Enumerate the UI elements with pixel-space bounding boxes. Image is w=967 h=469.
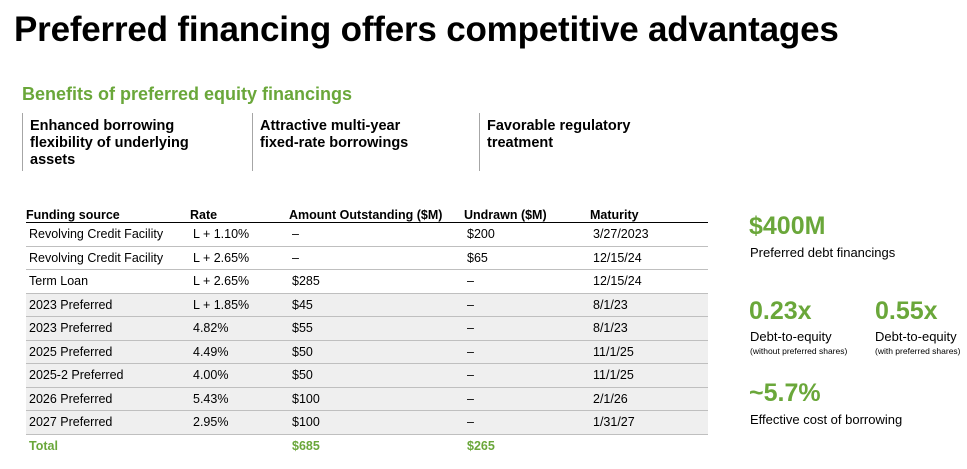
cell-maturity: 8/1/23 (590, 316, 708, 341)
cell-undrawn: – (464, 293, 590, 317)
cell-amount: $50 (289, 340, 464, 364)
total-undrawn: $265 (467, 438, 495, 453)
header-undrawn: Undrawn ($M) (464, 206, 590, 223)
cell-source: 2023 Preferred (26, 316, 190, 341)
cell-amount: $100 (289, 410, 464, 435)
cell-rate: L + 1.10% (190, 222, 289, 247)
cell-maturity: 8/1/23 (590, 293, 708, 317)
total-rate (190, 434, 289, 457)
stat-de-without-note: (without preferred shares) (750, 346, 848, 356)
benefit-fixed-rate: Attractive multi-year fixed-rate borrowi… (252, 113, 432, 171)
cell-undrawn: – (464, 316, 590, 341)
page-title: Preferred financing offers competitive a… (14, 10, 839, 49)
table-row: Term Loan L + 2.65% $285 – 12/15/24 (26, 269, 708, 294)
cell-amount: – (289, 222, 464, 247)
cell-undrawn: – (464, 410, 590, 435)
cell-undrawn: – (464, 363, 590, 388)
cell-undrawn: – (464, 387, 590, 411)
total-amount: $685 (292, 438, 320, 453)
cell-rate: 5.43% (190, 387, 289, 411)
stat-cost-label: Effective cost of borrowing (750, 412, 903, 427)
cell-rate: 4.49% (190, 340, 289, 364)
stat-de-with-value: 0.55x (875, 297, 938, 325)
cell-source: 2023 Preferred (26, 293, 190, 317)
header-amount-outstanding: Amount Outstanding ($M) (289, 206, 464, 223)
cell-amount: $50 (289, 363, 464, 388)
cell-maturity: 1/31/27 (590, 410, 708, 435)
cell-source: 2025 Preferred (26, 340, 190, 364)
cell-rate: L + 2.65% (190, 246, 289, 270)
cell-source: Term Loan (26, 269, 190, 294)
total-maturity (590, 434, 708, 457)
cell-maturity: 2/1/26 (590, 387, 708, 411)
cell-amount: – (289, 246, 464, 270)
cell-source: 2026 Preferred (26, 387, 190, 411)
cell-source: 2025-2 Preferred (26, 363, 190, 388)
header-rate: Rate (190, 206, 289, 223)
benefit-regulatory: Favorable regulatory treatment (479, 113, 649, 171)
cell-rate: L + 2.65% (190, 269, 289, 294)
stat-cost-value: ~5.7% (749, 379, 821, 407)
table-row: 2023 Preferred L + 1.85% $45 – 8/1/23 (26, 293, 708, 317)
cell-undrawn: – (464, 340, 590, 364)
cell-maturity: 3/27/2023 (590, 222, 708, 247)
cell-rate: 4.82% (190, 316, 289, 341)
benefit-borrowing-flexibility: Enhanced borrowing flexibility of underl… (22, 113, 222, 171)
table-row: 2023 Preferred 4.82% $55 – 8/1/23 (26, 316, 708, 341)
table-header-row: Funding source Rate Amount Outstanding (… (26, 206, 708, 223)
cell-maturity: 11/1/25 (590, 340, 708, 364)
cell-amount: $55 (289, 316, 464, 341)
cell-source: Revolving Credit Facility (26, 246, 190, 270)
table-row: 2027 Preferred 2.95% $100 – 1/31/27 (26, 410, 708, 435)
stat-preferred-debt-value: $400M (749, 212, 826, 240)
section-subtitle: Benefits of preferred equity financings (22, 84, 353, 104)
cell-rate: 2.95% (190, 410, 289, 435)
cell-maturity: 12/15/24 (590, 246, 708, 270)
cell-undrawn: $65 (464, 246, 590, 270)
stat-preferred-debt-label: Preferred debt financings (750, 245, 896, 260)
cell-rate: 4.00% (190, 363, 289, 388)
cell-undrawn: – (464, 269, 590, 294)
stat-de-with-note: (with preferred shares) (875, 346, 961, 356)
cell-amount: $285 (289, 269, 464, 294)
cell-undrawn: $200 (464, 222, 590, 247)
stat-de-without-label: Debt-to-equity (750, 329, 832, 344)
table-row: Revolving Credit Facility L + 2.65% – $6… (26, 246, 708, 270)
table-row: Revolving Credit Facility L + 1.10% – $2… (26, 222, 708, 247)
table-row: 2025 Preferred 4.49% $50 – 11/1/25 (26, 340, 708, 364)
stat-de-with-label: Debt-to-equity (875, 329, 957, 344)
cell-source: Revolving Credit Facility (26, 222, 190, 247)
table-row: 2025-2 Preferred 4.00% $50 – 11/1/25 (26, 363, 708, 388)
header-maturity: Maturity (590, 206, 708, 223)
total-label: Total (29, 438, 58, 453)
table-total-row: Total $685 $265 (26, 434, 708, 457)
funding-table: Funding source Rate Amount Outstanding (… (26, 206, 708, 457)
table-row: 2026 Preferred 5.43% $100 – 2/1/26 (26, 387, 708, 411)
cell-rate: L + 1.85% (190, 293, 289, 317)
cell-amount: $100 (289, 387, 464, 411)
header-funding-source: Funding source (26, 206, 190, 223)
cell-maturity: 11/1/25 (590, 363, 708, 388)
cell-amount: $45 (289, 293, 464, 317)
cell-source: 2027 Preferred (26, 410, 190, 435)
stat-de-without-value: 0.23x (749, 297, 812, 325)
cell-maturity: 12/15/24 (590, 269, 708, 294)
